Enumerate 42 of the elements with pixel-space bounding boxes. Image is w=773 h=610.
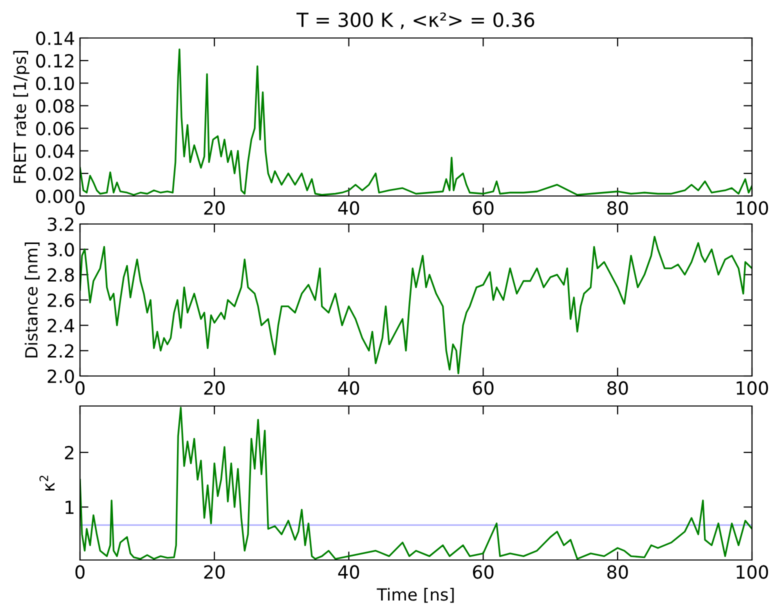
y-tick-label: 2.2 xyxy=(48,344,74,358)
x-axis-title: Time [ns] xyxy=(376,588,454,603)
x-tick-label: 20 xyxy=(204,201,225,215)
line-series xyxy=(80,406,752,560)
y-tick-label: 0.14 xyxy=(36,31,74,46)
y-tick-label: 0.12 xyxy=(36,54,74,68)
y-tick-label: 0.10 xyxy=(36,76,74,90)
y-tick-label: 0.02 xyxy=(36,166,74,181)
x-tick-label: 100 xyxy=(736,565,768,579)
y-tick-label: 0.00 xyxy=(36,189,74,204)
x-tick-label: 60 xyxy=(472,565,494,579)
x-tick-label: 20 xyxy=(204,381,225,395)
y-tick-label: 2 xyxy=(64,446,74,460)
y-tick-label: 0.06 xyxy=(36,122,74,136)
x-tick-label: 40 xyxy=(338,381,360,395)
y-axis-title: Distance [nm] xyxy=(24,242,40,358)
x-tick-label: 60 xyxy=(472,201,494,215)
y-tick-label: 3.2 xyxy=(48,217,74,232)
x-tick-label: 80 xyxy=(607,201,628,215)
x-tick-label: 100 xyxy=(736,201,768,215)
y-tick-label: 1 xyxy=(66,500,74,514)
x-tick-label: 40 xyxy=(338,565,360,579)
x-tick-label: 20 xyxy=(204,565,225,579)
y-tick-label: 2.8 xyxy=(48,268,74,282)
y-tick-label: 0.04 xyxy=(36,144,74,158)
line-series xyxy=(80,236,752,374)
x-tick-label: 80 xyxy=(607,565,628,579)
y-tick-label: 2.4 xyxy=(48,318,74,332)
x-tick-label: 80 xyxy=(607,381,628,395)
y-tick-label: 3.0 xyxy=(48,242,74,256)
y-tick-label: 2.6 xyxy=(48,293,74,308)
y-tick-label: 0.08 xyxy=(36,99,74,113)
x-tick-label: 60 xyxy=(472,381,494,395)
x-tick-label: 0 xyxy=(75,201,85,215)
x-tick-label: 0 xyxy=(75,381,85,395)
y-axis-title: FRET rate [1/ps] xyxy=(13,51,30,183)
y-axis-title: κ$^{2}$ xyxy=(39,476,54,490)
x-tick-label: 0 xyxy=(75,565,85,579)
y-tick-label: 2.0 xyxy=(48,369,74,384)
x-tick-label: 100 xyxy=(736,381,768,395)
chart-title: T = 300 K , <κ²> = 0.36 xyxy=(296,12,534,30)
x-tick-label: 40 xyxy=(338,201,360,215)
